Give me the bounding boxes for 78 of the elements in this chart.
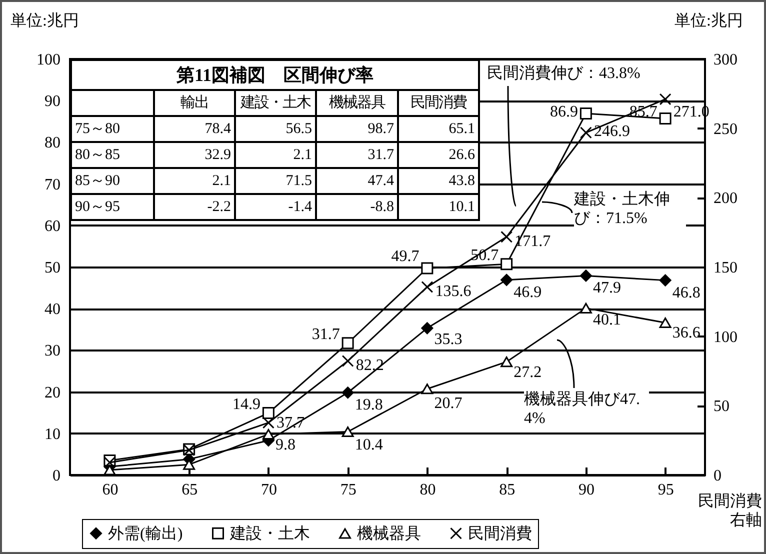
annotation: 32.9 — [154, 142, 235, 168]
y-tick-label: 80 — [44, 134, 60, 152]
data-label: 47.9 — [592, 280, 621, 297]
y2-tick-label: 250 — [714, 120, 738, 138]
y-tick-label: 10 — [44, 426, 60, 443]
annotation: 78.4 — [154, 116, 235, 142]
x-tick-label: 70 — [260, 482, 277, 498]
y2-tick-label: 200 — [714, 190, 738, 208]
y-tick-label: 90 — [44, 93, 60, 110]
data-label: 46.9 — [514, 284, 542, 301]
y2-axis-title: 単位:兆円 — [674, 12, 743, 30]
annotation: 機械器具伸び47.4% — [524, 390, 649, 428]
annotation: 65.1 — [398, 116, 480, 142]
annotation: 2.1 — [154, 168, 235, 194]
data-label: 40.1 — [592, 312, 621, 329]
y-tick-label: 60 — [44, 218, 60, 235]
data-label: 31.7 — [312, 326, 340, 344]
annotation: 建設・土木 — [235, 90, 316, 116]
x-tick-label: 75 — [340, 482, 356, 498]
text: 民間消費右軸 — [698, 492, 762, 530]
legend-label: 建設・土木 — [229, 524, 310, 542]
data-label: 86.9 — [550, 104, 578, 121]
data-label: 19.8 — [354, 396, 383, 414]
data-label: 35.3 — [434, 331, 462, 348]
annotation: 80～85 — [71, 142, 154, 168]
y2-tick-label: 50 — [714, 398, 730, 416]
annotation: 輸出 — [154, 90, 235, 116]
data-label: 10.4 — [354, 436, 383, 454]
annotation: 民間消費 — [398, 90, 480, 116]
annotation: 56.5 — [235, 116, 316, 142]
data-label: 49.7 — [391, 248, 420, 265]
y2-tick-label: 0 — [714, 468, 722, 484]
annotation: 90～95 — [71, 194, 154, 220]
annotation: 47.4 — [316, 168, 398, 194]
annotation: 建設・土木伸び：71.5% — [574, 190, 686, 228]
y-axis-title: 単位:兆円 — [10, 12, 79, 30]
x-tick-label: 65 — [182, 482, 198, 498]
data-label: 36.6 — [672, 324, 700, 342]
annotation: 10.1 — [398, 194, 480, 220]
annotation: -8.8 — [316, 194, 398, 220]
annotation: 71.5 — [235, 168, 316, 194]
x-tick-label: 95 — [658, 482, 674, 498]
data-label: 14.9 — [232, 396, 260, 414]
y-tick-label: 100 — [36, 52, 60, 68]
y-tick-label: 20 — [44, 384, 60, 402]
annotation: 98.7 — [316, 116, 398, 142]
data-label: 20.7 — [434, 394, 462, 412]
annotation: 75～80 — [71, 116, 154, 142]
data-label: 9.8 — [275, 436, 296, 454]
data-label: 135.6 — [435, 282, 472, 300]
y2-tick-label: 300 — [714, 52, 738, 68]
y2-tick-label: 150 — [714, 260, 738, 276]
annotation: -1.4 — [235, 194, 316, 220]
x-tick-label: 60 — [102, 482, 118, 498]
y-tick-label: 0 — [52, 468, 60, 484]
annotation: -2.2 — [154, 194, 235, 220]
y-tick-label: 40 — [44, 301, 60, 318]
annotation: 26.6 — [398, 142, 480, 168]
data-label: 46.8 — [672, 284, 700, 302]
y-tick-label: 30 — [44, 342, 60, 360]
x-tick-label: 80 — [420, 482, 436, 498]
legend-label: 機械器具 — [357, 524, 421, 542]
legend-label: 外需(輸出) — [108, 524, 183, 542]
data-label: 246.9 — [594, 123, 630, 140]
legend-label: 民間消費 — [468, 524, 532, 542]
y-tick-label: 70 — [44, 176, 60, 194]
y2-tick-label: 100 — [714, 328, 738, 346]
data-label: 27.2 — [514, 364, 542, 381]
annotation: 民間消費伸び：43.8% — [487, 64, 687, 83]
annotation: 31.7 — [316, 142, 398, 168]
annotation: 機械器具 — [316, 90, 398, 116]
y-tick-label: 50 — [44, 260, 60, 276]
x-tick-label: 90 — [578, 482, 594, 498]
annotation: 2.1 — [235, 142, 316, 168]
annotation: 第11図補図 区間伸び率 — [71, 60, 480, 90]
annotation: 43.8 — [398, 168, 480, 194]
x-tick-label: 85 — [499, 482, 516, 498]
annotation: 85～90 — [71, 168, 154, 194]
